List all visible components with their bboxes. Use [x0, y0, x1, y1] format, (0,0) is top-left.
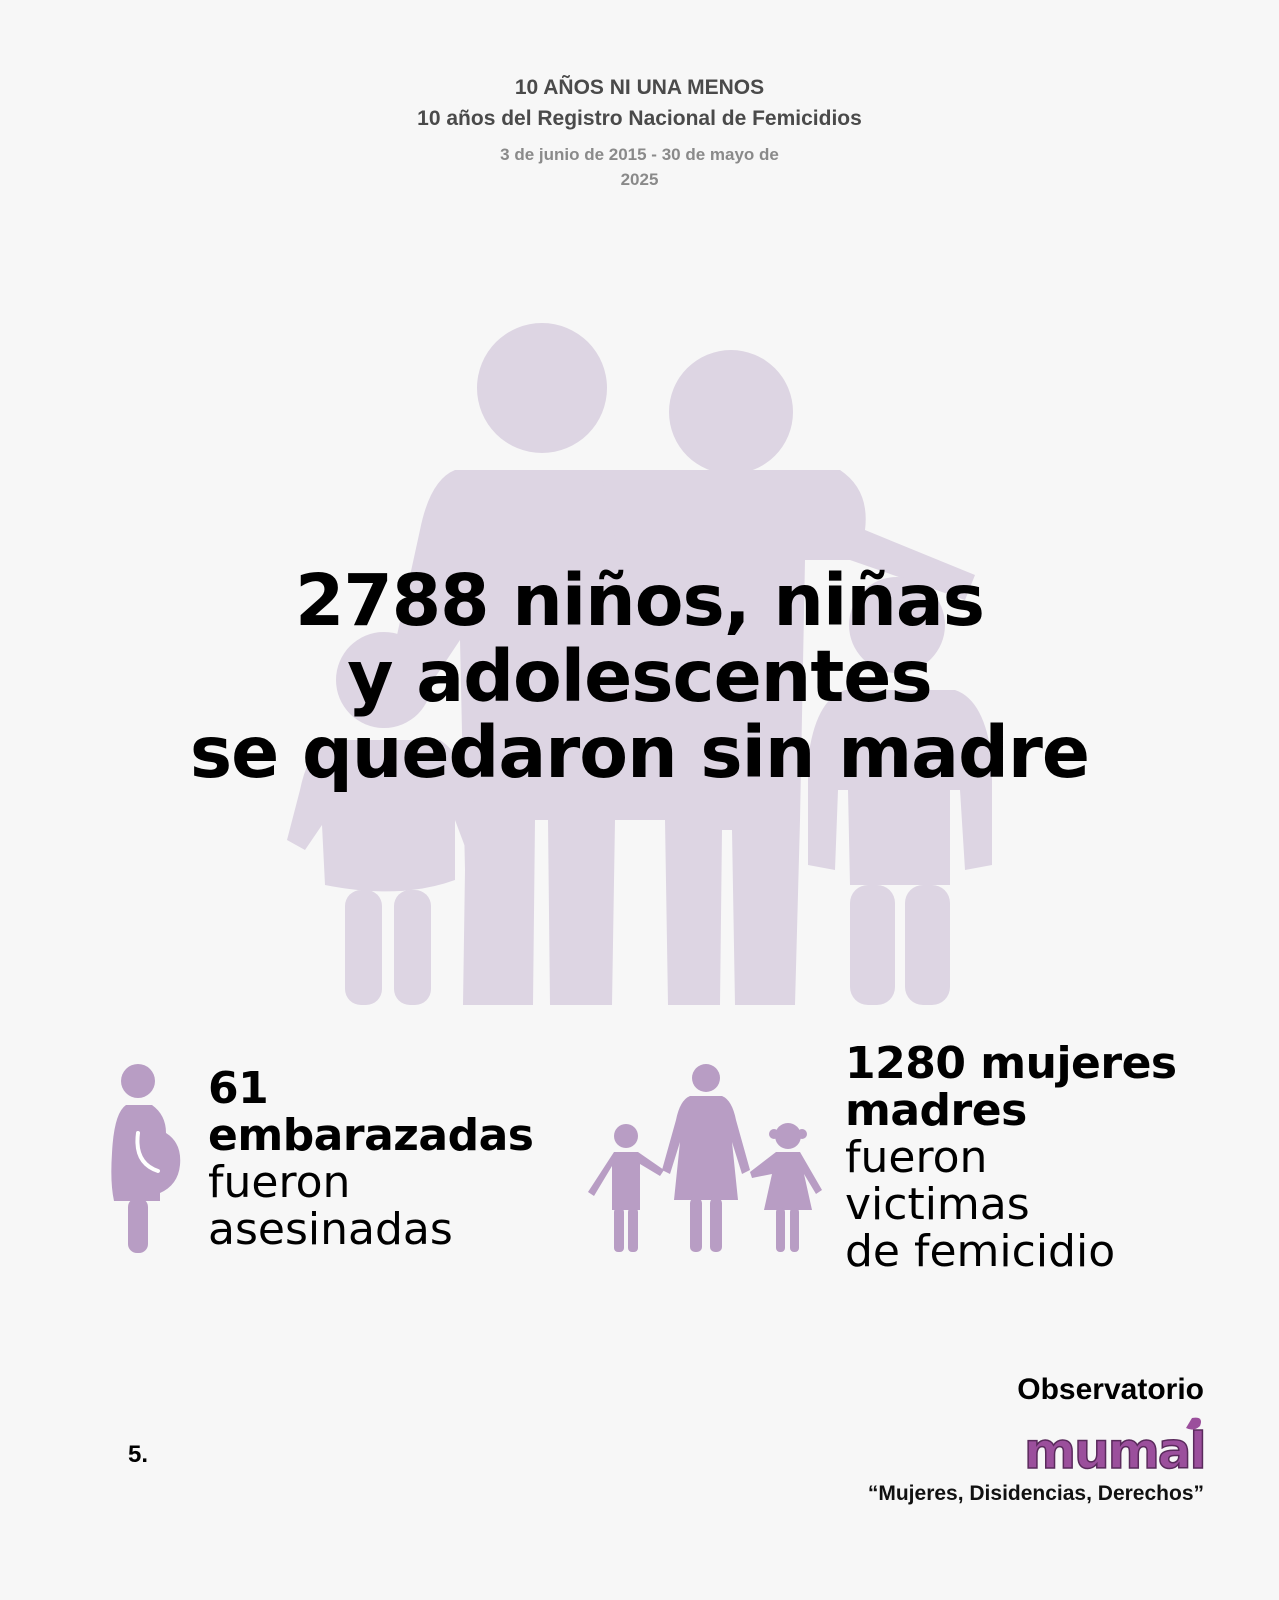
stat-pregnant-text-1: fueron [208, 1157, 351, 1208]
stat-mothers: 1280 mujeres madres fueron victimas de f… [845, 1040, 1177, 1275]
stat-mothers-number: 1280 mujeres [845, 1038, 1177, 1089]
observatory-block: Observatorio mumalá “Mujeres, Disidencia… [864, 1372, 1204, 1508]
header: 10 AÑOS NI UNA MENOS 10 años del Registr… [0, 74, 1279, 192]
stat-mothers-label: madres [845, 1085, 1027, 1136]
stat-mothers-text-2: victimas [845, 1179, 1030, 1230]
pregnant-woman-icon [111, 1064, 181, 1253]
date-range: 3 de junio de 2015 - 30 de mayo de 2025 [500, 145, 779, 189]
headline: 2788 niños, niñas y adolescentes se qued… [0, 563, 1279, 791]
stat-mothers-text-1: fueron [845, 1132, 988, 1183]
observatory-tagline: “Mujeres, Disidencias, Derechos” [867, 1482, 1204, 1505]
page-number: 5. [128, 1441, 149, 1468]
headline-line-3: se quedaron sin madre [189, 711, 1090, 794]
stat-pregnant-text-2: asesinadas [208, 1204, 453, 1255]
observatory-label: Observatorio [1017, 1373, 1204, 1406]
page-subtitle: 10 años del Registro Nacional de Femicid… [417, 107, 862, 130]
headline-line-1: 2788 niños, niñas [294, 559, 985, 642]
page-title: 10 AÑOS NI UNA MENOS [514, 76, 765, 99]
stat-pregnant-number: 61 [208, 1063, 269, 1114]
stat-pregnant-label: embarazadas [208, 1110, 534, 1161]
mother-children-icon [588, 1064, 822, 1252]
headline-line-2: y adolescentes [347, 635, 932, 718]
svg-text:mumalá: mumalá [1024, 1422, 1204, 1476]
stat-mothers-text-3: de femicidio [845, 1226, 1116, 1277]
mumala-logo: mumalá [1023, 1417, 1204, 1476]
stat-pregnant: 61 embarazadas fueron asesinadas [208, 1063, 534, 1255]
